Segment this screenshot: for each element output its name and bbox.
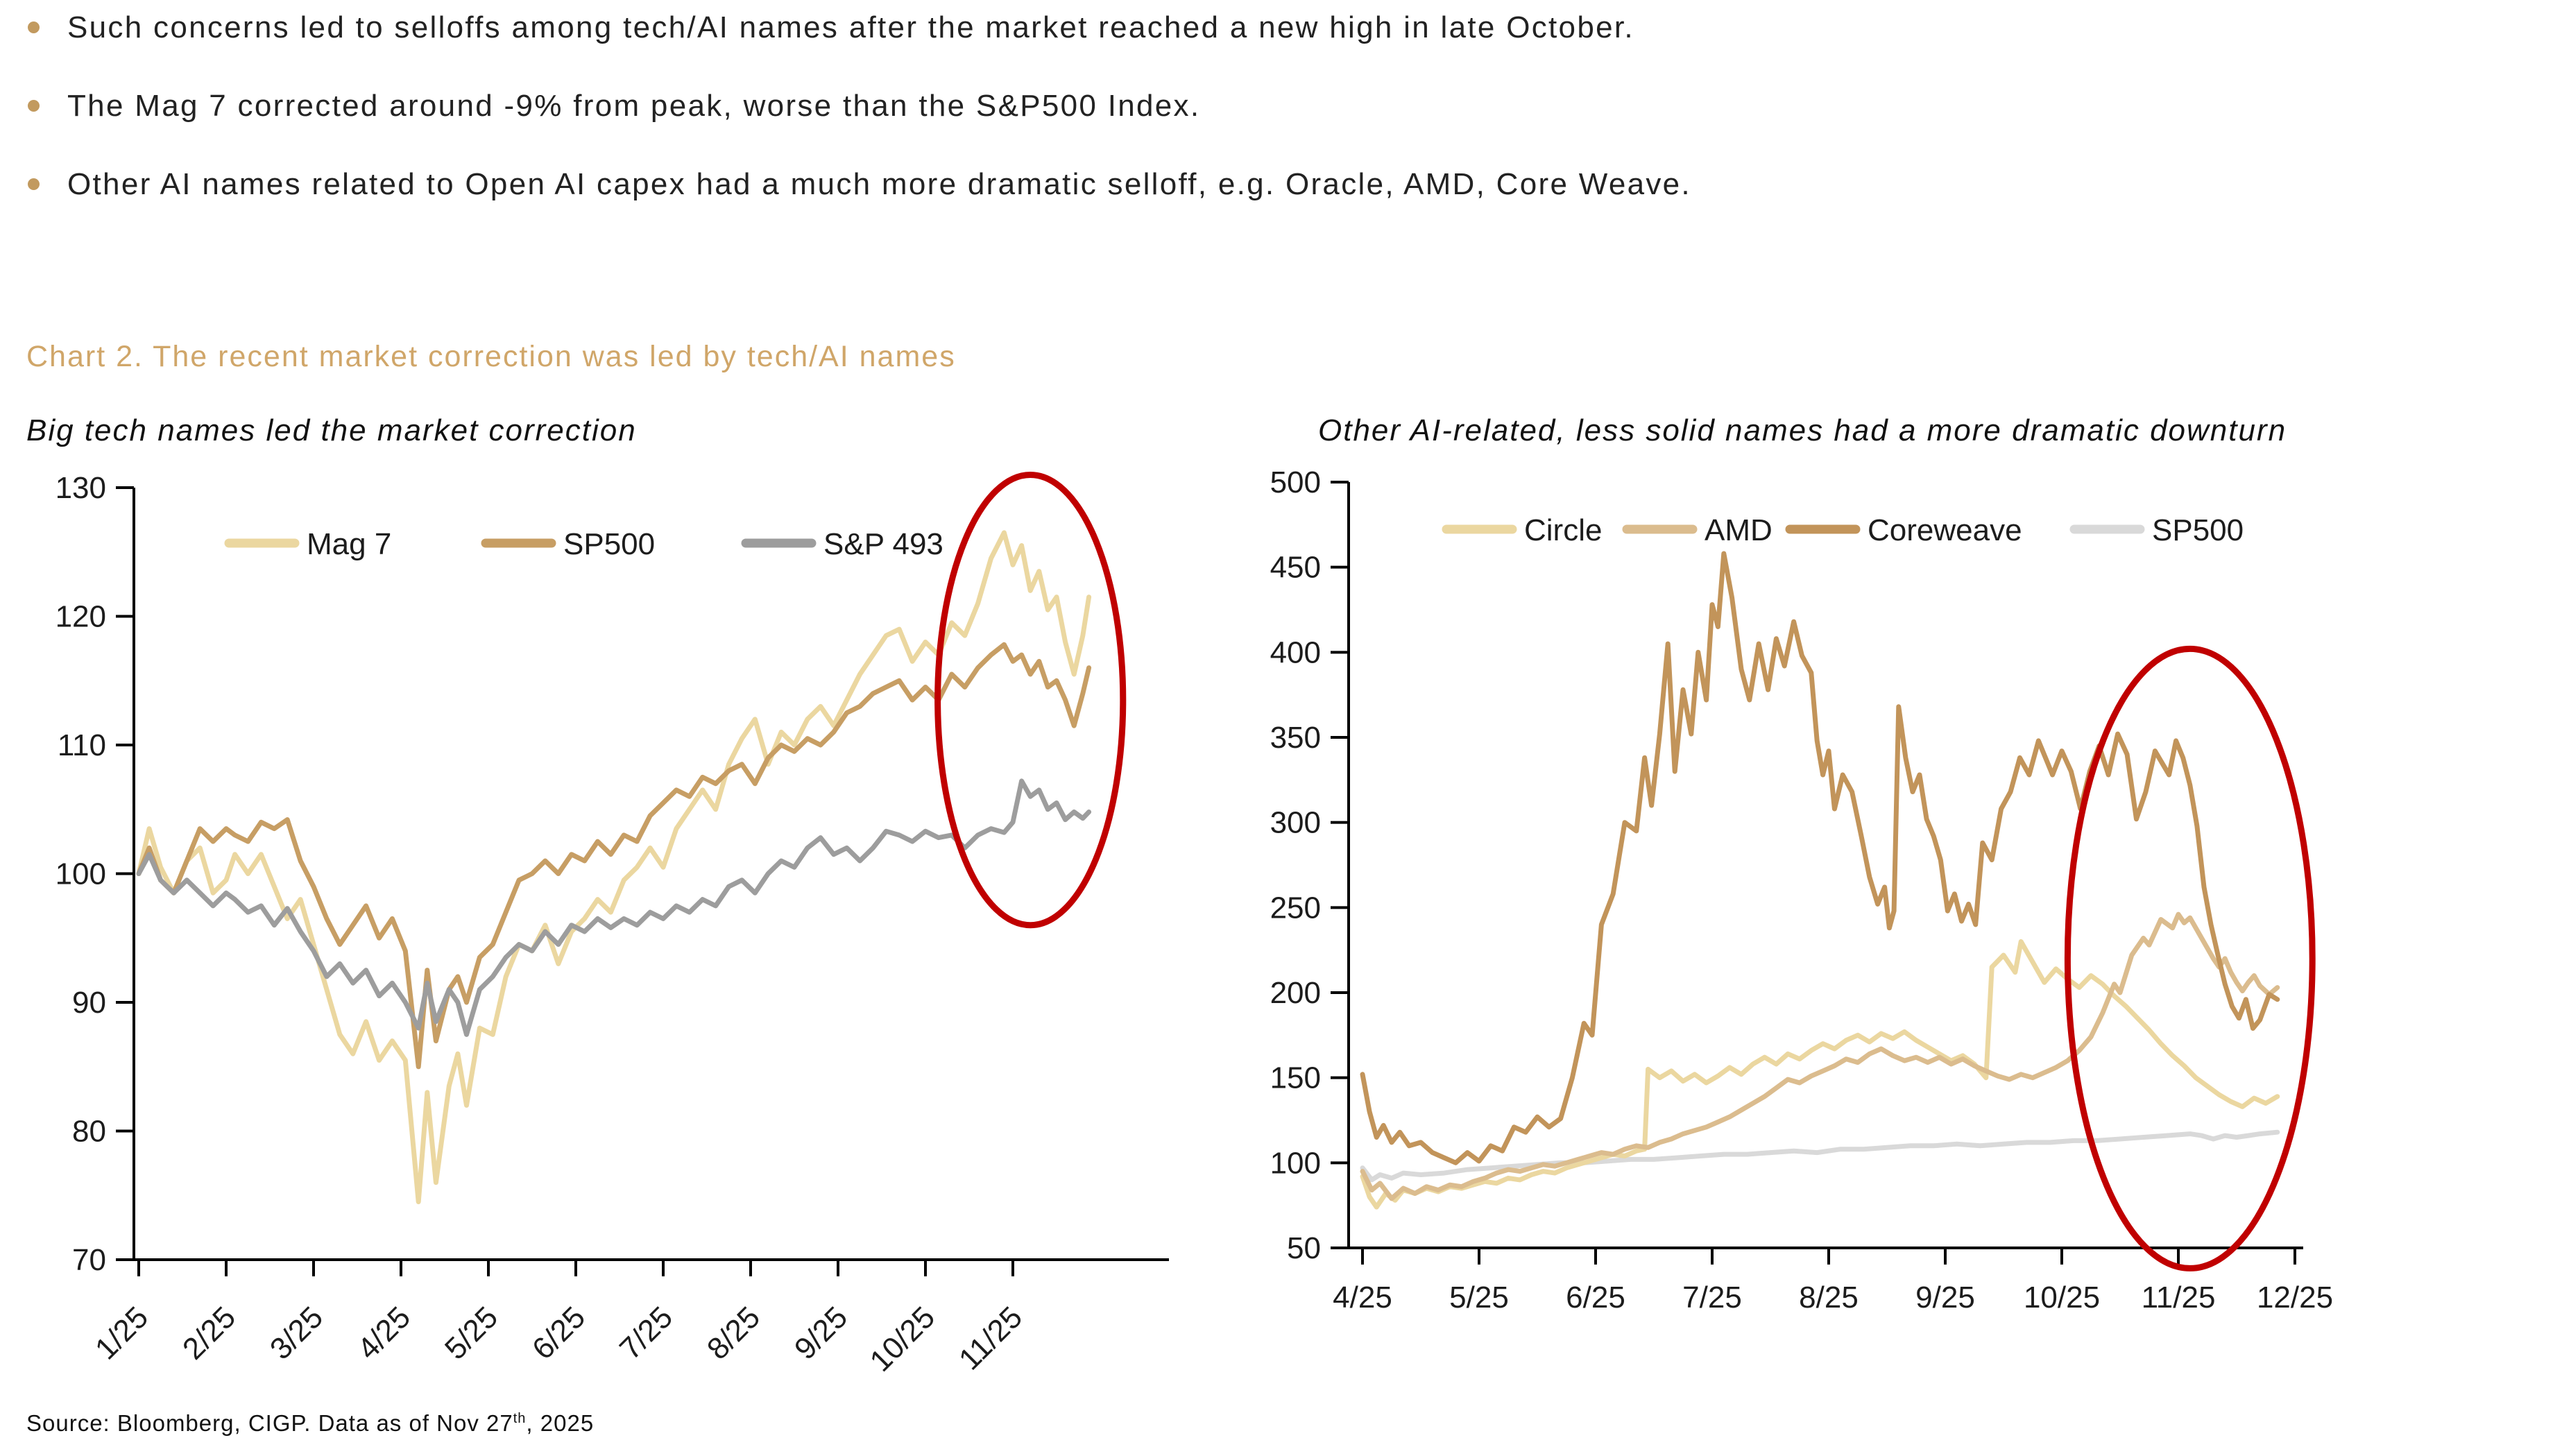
y-axis-label: 120: [55, 600, 106, 634]
x-axis-label: 6/25: [526, 1300, 592, 1366]
legend-item-s-p-493: S&P 493: [741, 527, 943, 561]
legend-label: Mag 7: [307, 527, 391, 561]
right-chart-subtitle: Other AI-related, less solid names had a…: [1318, 413, 2287, 447]
x-axis-label: 1/25: [89, 1300, 155, 1366]
series-line-s-p-493: [136, 778, 1092, 1037]
legend-label: S&P 493: [823, 527, 943, 561]
legend-label: Coreweave: [1868, 513, 2022, 547]
highlight-ellipse: [2064, 645, 2316, 1271]
bullet-icon: [28, 22, 40, 33]
legend-label: AMD: [1705, 513, 1773, 547]
axes: 500 450 400 350 300 250 200 150 100 50 4/25 5/25 6/2…: [1270, 465, 2333, 1314]
x-axis-label: 12/25: [2257, 1281, 2333, 1314]
bullet-item: The Mag 7 corrected around -9% from peak…: [28, 87, 2539, 125]
bullet-icon: [28, 178, 40, 190]
source-superscript: th: [513, 1411, 527, 1426]
x-axis-label: 9/25: [1915, 1281, 1975, 1314]
x-axis-label: 2/25: [176, 1300, 242, 1366]
legend-label: Circle: [1524, 513, 1602, 547]
x-axis-label: 3/25: [264, 1300, 330, 1366]
source-text: , 2025: [526, 1410, 595, 1436]
bullet-item: Other AI names related to Open AI capex …: [28, 165, 2539, 203]
y-axis-label: 200: [1270, 976, 1321, 1010]
series: [1360, 551, 2280, 1210]
series-line-circle: [1360, 939, 2280, 1210]
x-axis-label: 10/25: [2024, 1281, 2100, 1314]
series-line-sp500: [1360, 1129, 2280, 1183]
legend-item-sp500: SP500: [2069, 513, 2244, 547]
series-line-amd: [1360, 911, 2280, 1201]
legend-label: SP500: [563, 527, 655, 561]
highlight-ellipse: [934, 472, 1127, 929]
x-axis-label: 11/25: [2142, 1281, 2216, 1314]
x-axis-label: 9/25: [788, 1300, 854, 1366]
y-axis-label: 500: [1270, 465, 1321, 499]
section-title: Chart 2. The recent market correction wa…: [26, 340, 956, 373]
y-axis-label: 100: [55, 857, 106, 891]
x-axis-label: 10/25: [864, 1300, 942, 1378]
legend-item-coreweave: Coreweave: [1785, 513, 2022, 547]
y-axis-label: 400: [1270, 635, 1321, 669]
bullet-text: Other AI names related to Open AI capex …: [67, 167, 1691, 201]
bullet-text: The Mag 7 corrected around -9% from peak…: [67, 89, 1201, 123]
y-axis-label: 250: [1270, 891, 1321, 925]
legend-item-sp500: SP500: [481, 527, 655, 561]
y-axis-label: 150: [1270, 1061, 1321, 1095]
x-axis-label: 5/25: [1449, 1281, 1509, 1314]
y-axis-label: 130: [55, 471, 106, 505]
legend: SP500 Circle AMD Coreweave: [1442, 513, 2244, 547]
y-axis-label: 50: [1287, 1231, 1321, 1265]
bullet-item: Such concerns led to selloffs among tech…: [28, 8, 2539, 46]
series-line-sp500: [136, 642, 1092, 1070]
x-axis-label: 8/25: [1799, 1281, 1859, 1314]
source-note: Source: Bloomberg, CIGP. Data as of Nov …: [26, 1410, 594, 1437]
legend-item-mag-7: Mag 7: [224, 527, 391, 561]
source-text: Source: Bloomberg, CIGP. Data as of Nov …: [26, 1410, 513, 1436]
x-axis-label: 7/25: [1682, 1281, 1742, 1314]
right-chart: 500 450 400 350 300 250 200 150 100 50 4/25 5/25 6/2…: [1270, 465, 2333, 1314]
left-chart-subtitle: Big tech names led the market correction: [26, 413, 637, 447]
series-line-mag-7: [136, 530, 1092, 1204]
x-axis-label: 4/25: [1333, 1281, 1392, 1314]
x-axis-label: 6/25: [1566, 1281, 1625, 1314]
legend-item-amd: AMD: [1622, 513, 1773, 547]
legend-item-circle: Circle: [1442, 513, 1602, 547]
y-axis-label: 70: [72, 1243, 106, 1277]
y-axis-label: 100: [1270, 1146, 1321, 1180]
bullet-list: Such concerns led to selloffs among tech…: [28, 8, 2539, 243]
x-axis-label: 5/25: [438, 1300, 504, 1366]
y-axis-label: 350: [1270, 721, 1321, 755]
y-axis-label: 300: [1270, 806, 1321, 840]
y-axis-label: 80: [72, 1115, 106, 1149]
x-axis-label: 11/25: [953, 1300, 1029, 1376]
y-axis-label: 90: [72, 986, 106, 1020]
series: [136, 530, 1092, 1204]
x-axis-label: 4/25: [351, 1300, 417, 1366]
legend: Mag 7 SP500 S&P 493: [224, 527, 943, 561]
x-axis-label: 7/25: [613, 1300, 679, 1366]
series-line-coreweave: [1360, 551, 2280, 1165]
legend-label: SP500: [2152, 513, 2244, 547]
left-chart: 130 120 110 100 90 80 70 1/25 2/25 3/25 4/25 5/25 6/…: [55, 471, 1169, 1378]
y-axis-label: 450: [1270, 551, 1321, 585]
y-axis-label: 110: [58, 728, 106, 762]
x-axis-label: 8/25: [701, 1300, 767, 1366]
bullet-icon: [28, 100, 40, 112]
bullet-text: Such concerns led to selloffs among tech…: [67, 10, 1634, 44]
